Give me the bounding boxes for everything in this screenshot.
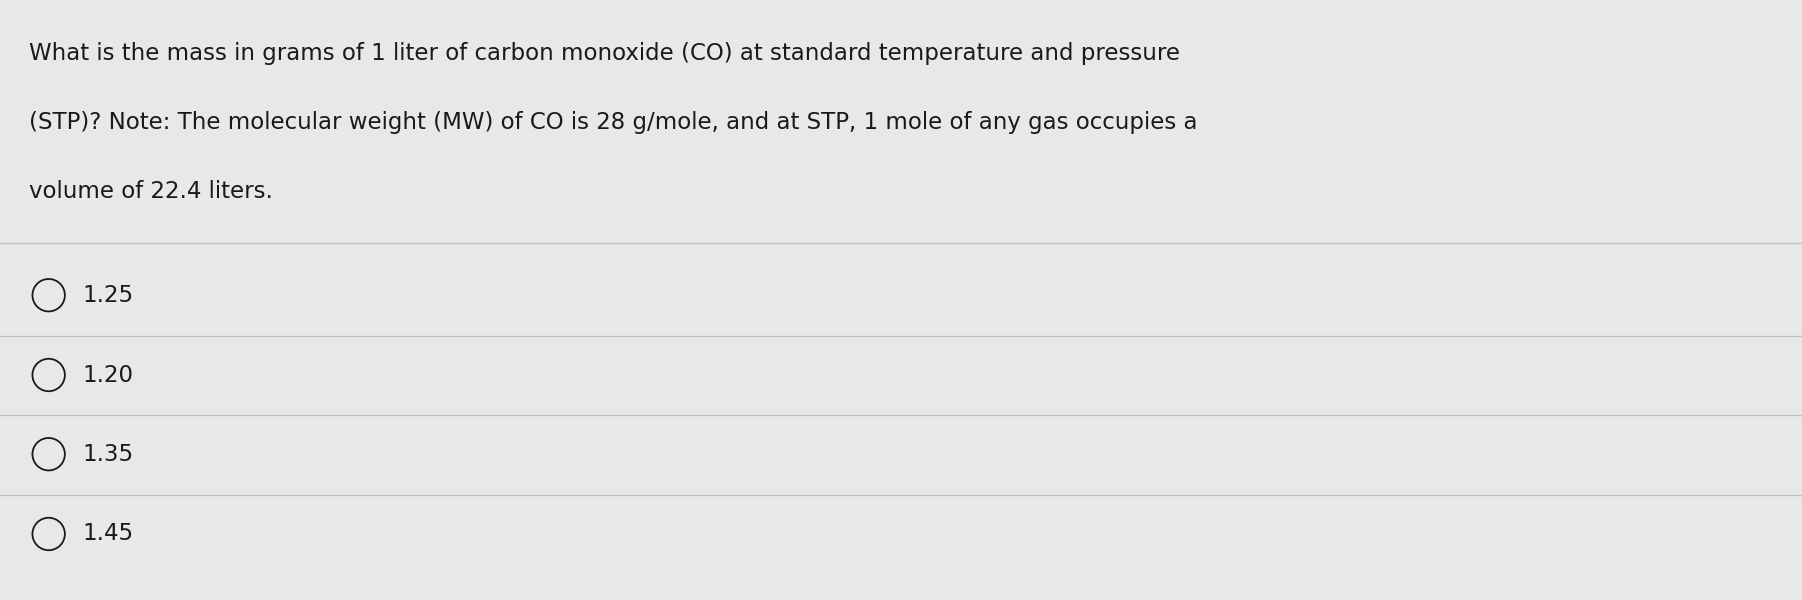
Text: 1.20: 1.20 (83, 364, 133, 386)
Text: 1.25: 1.25 (83, 284, 133, 307)
Text: 1.45: 1.45 (83, 523, 133, 545)
Text: What is the mass in grams of 1 liter of carbon monoxide (CO) at standard tempera: What is the mass in grams of 1 liter of … (29, 42, 1180, 65)
Text: volume of 22.4 liters.: volume of 22.4 liters. (29, 180, 272, 203)
Text: (STP)? Note: The molecular weight (MW) of CO is 28 g/mole, and at STP, 1 mole of: (STP)? Note: The molecular weight (MW) o… (29, 111, 1197, 134)
Text: 1.35: 1.35 (83, 443, 133, 466)
